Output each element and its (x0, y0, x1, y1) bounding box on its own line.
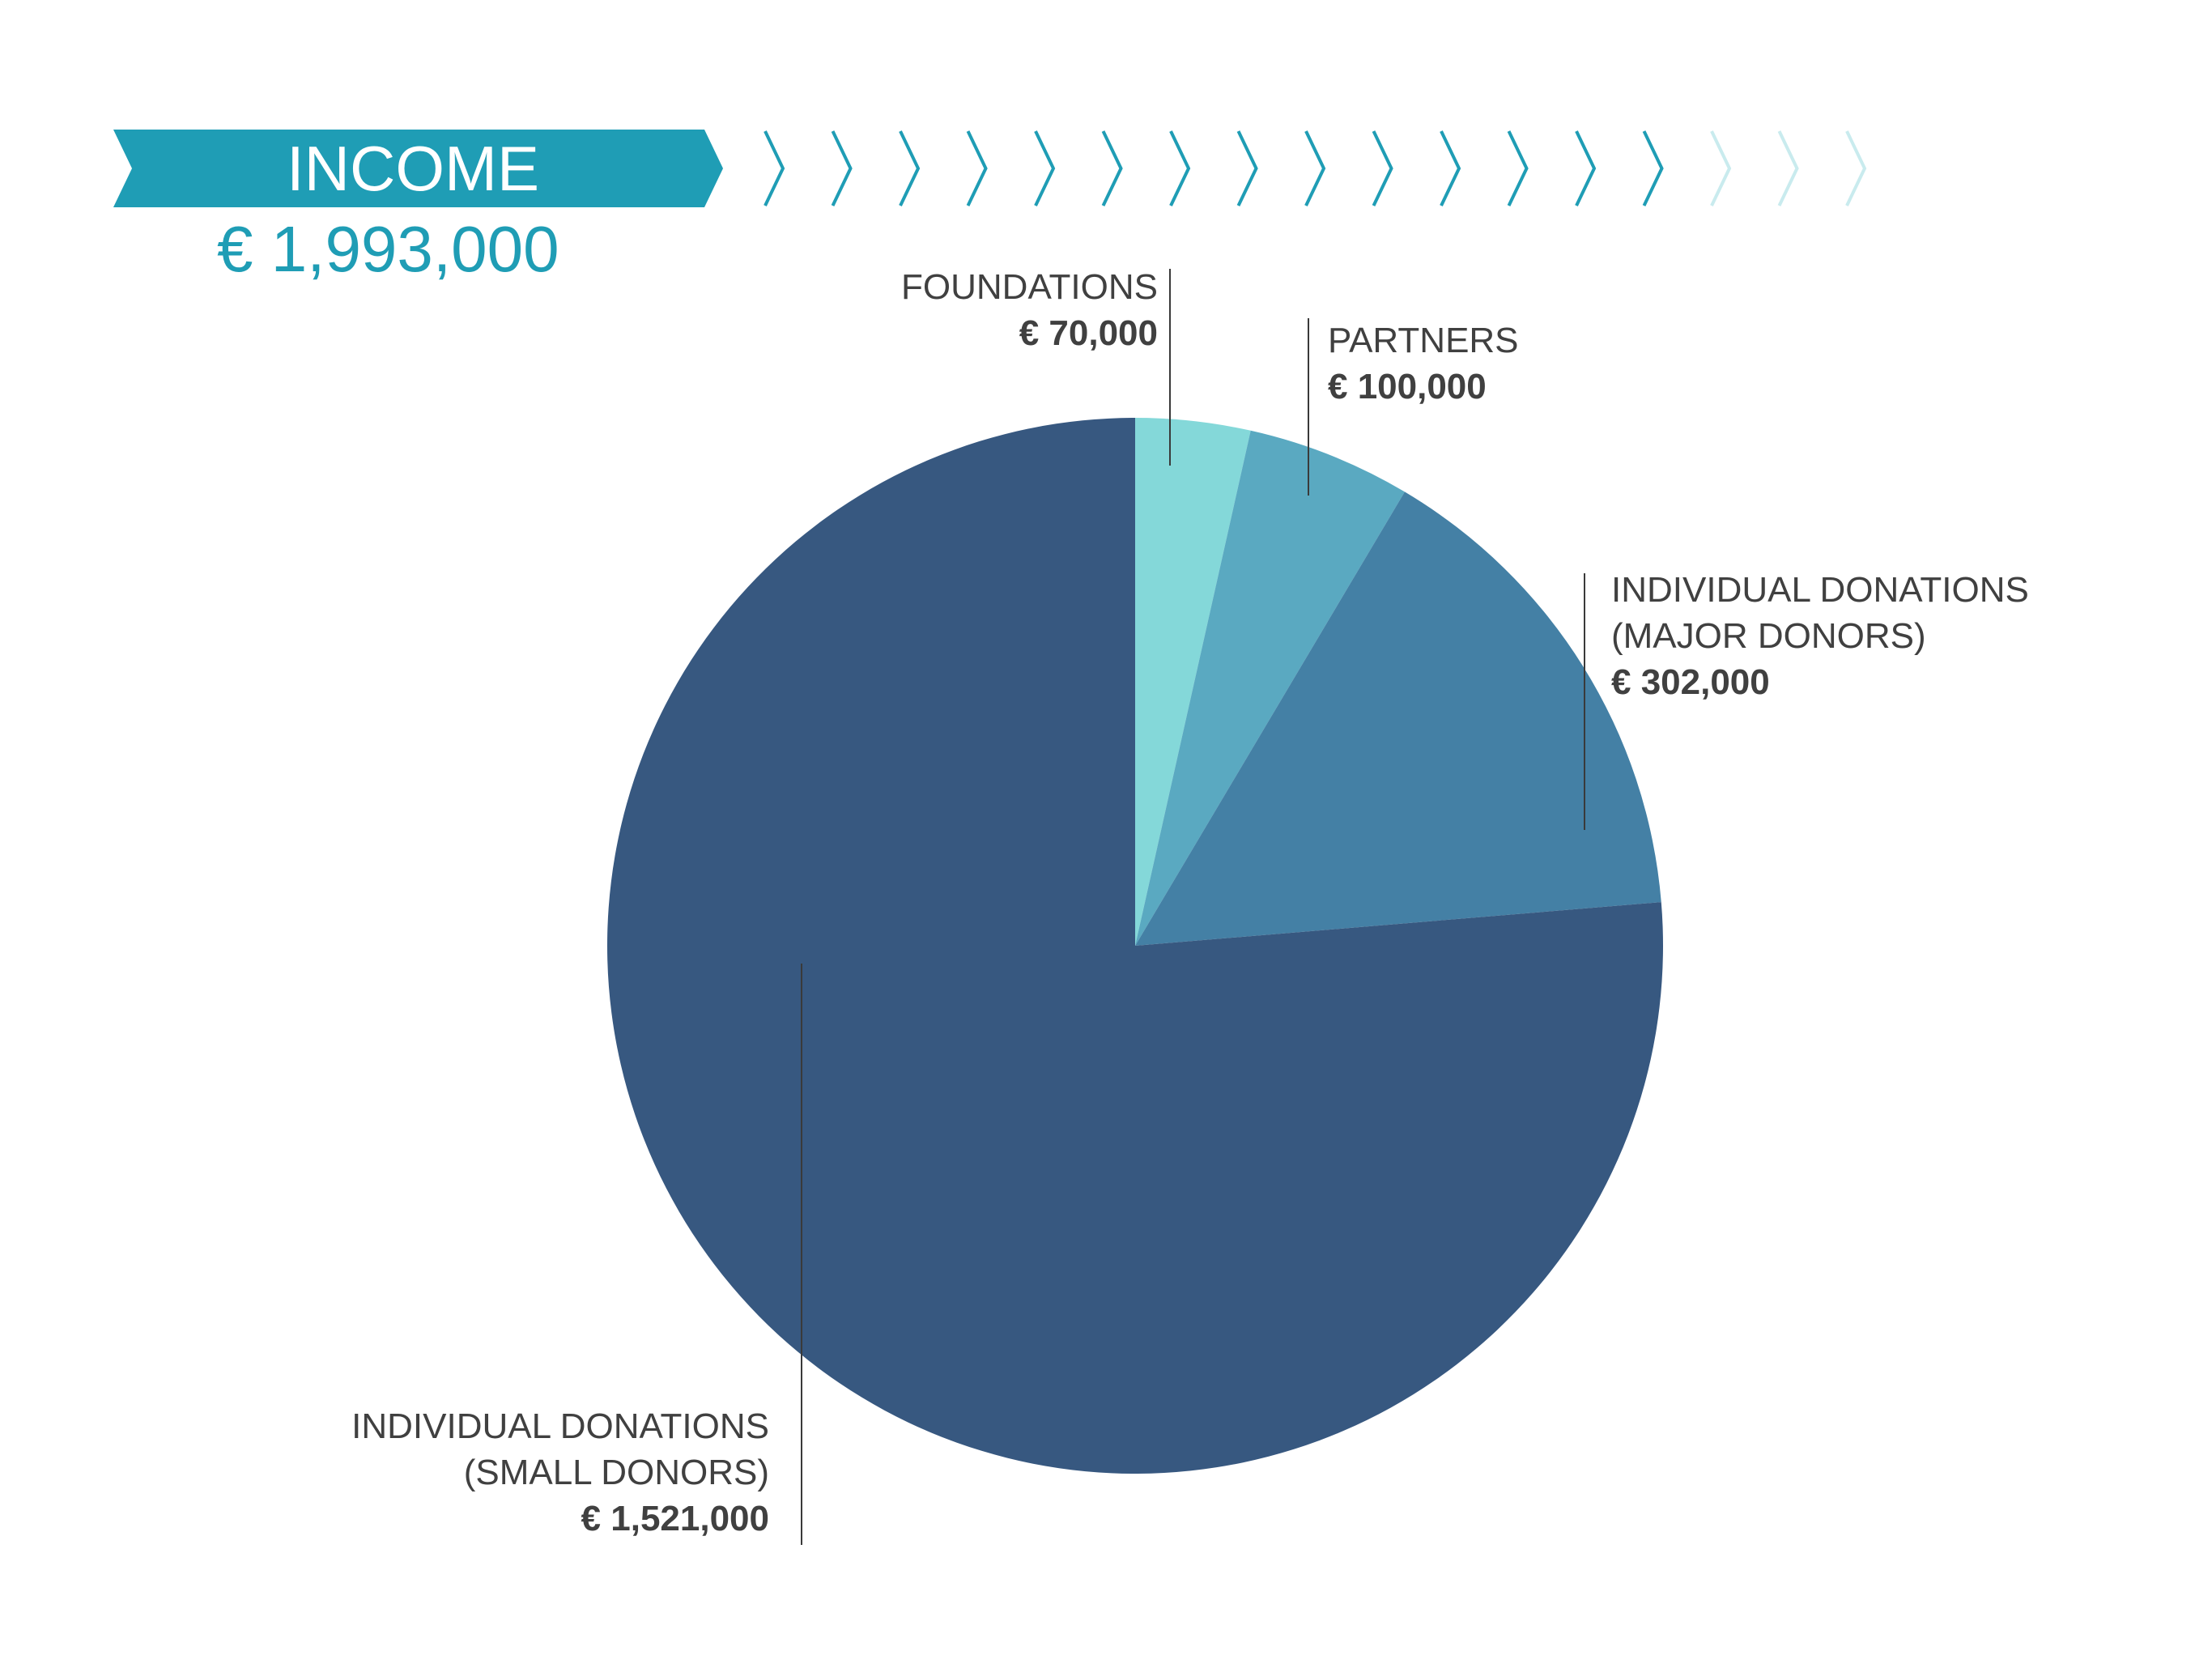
income-banner (113, 130, 723, 207)
slice-value: € 1,521,000 (581, 1499, 769, 1538)
label-foundations: FOUNDATIONS € 70,000 (793, 264, 1158, 356)
chevron-icon (1169, 130, 1191, 206)
chevron-icon (1101, 130, 1123, 206)
pie-slice-2 (1135, 491, 1661, 946)
chevron-icon (1236, 130, 1258, 206)
slice-label-line2: (MAJOR DONORS) (1611, 616, 1926, 656)
slice-value: € 70,000 (1019, 313, 1158, 353)
slice-value: € 302,000 (1611, 662, 1770, 702)
chevron-icon (1507, 130, 1529, 206)
chevron-icon (1777, 130, 1799, 206)
label-partners: PARTNERS € 100,000 (1328, 317, 1519, 410)
chevron-icon (1440, 130, 1461, 206)
slice-value: € 100,000 (1328, 367, 1487, 406)
slice-label: PARTNERS (1328, 321, 1519, 360)
slice-label: FOUNDATIONS (901, 267, 1158, 307)
chevron-arrows (764, 130, 1867, 206)
label-small-donors: INDIVIDUAL DONATIONS (SMALL DONORS) € 1,… (243, 1403, 769, 1542)
pie-slice-3 (607, 418, 1664, 1474)
chevron-icon (1304, 130, 1326, 206)
chevron-icon (1845, 130, 1867, 206)
chevron-icon (1034, 130, 1056, 206)
slice-label-line1: INDIVIDUAL DONATIONS (1611, 570, 2029, 610)
chevron-icon (1710, 130, 1732, 206)
total-amount: € 1,993,000 (217, 213, 559, 285)
label-major-donors: INDIVIDUAL DONATIONS (MAJOR DONORS) € 30… (1611, 567, 2029, 705)
pie-slices (607, 418, 1664, 1474)
pie-slice-0 (1135, 418, 1251, 946)
chevron-icon (1575, 130, 1597, 206)
slice-label-line1: INDIVIDUAL DONATIONS (351, 1406, 769, 1446)
chevron-icon (966, 130, 988, 206)
slice-label-line2: (SMALL DONORS) (463, 1453, 769, 1492)
page-title: INCOME (287, 133, 539, 204)
chevron-icon (764, 130, 785, 206)
chevron-icon (899, 130, 921, 206)
chevron-icon (831, 130, 853, 206)
pie-slice-1 (1135, 430, 1405, 946)
chevron-icon (1642, 130, 1664, 206)
chevron-icon (1372, 130, 1393, 206)
